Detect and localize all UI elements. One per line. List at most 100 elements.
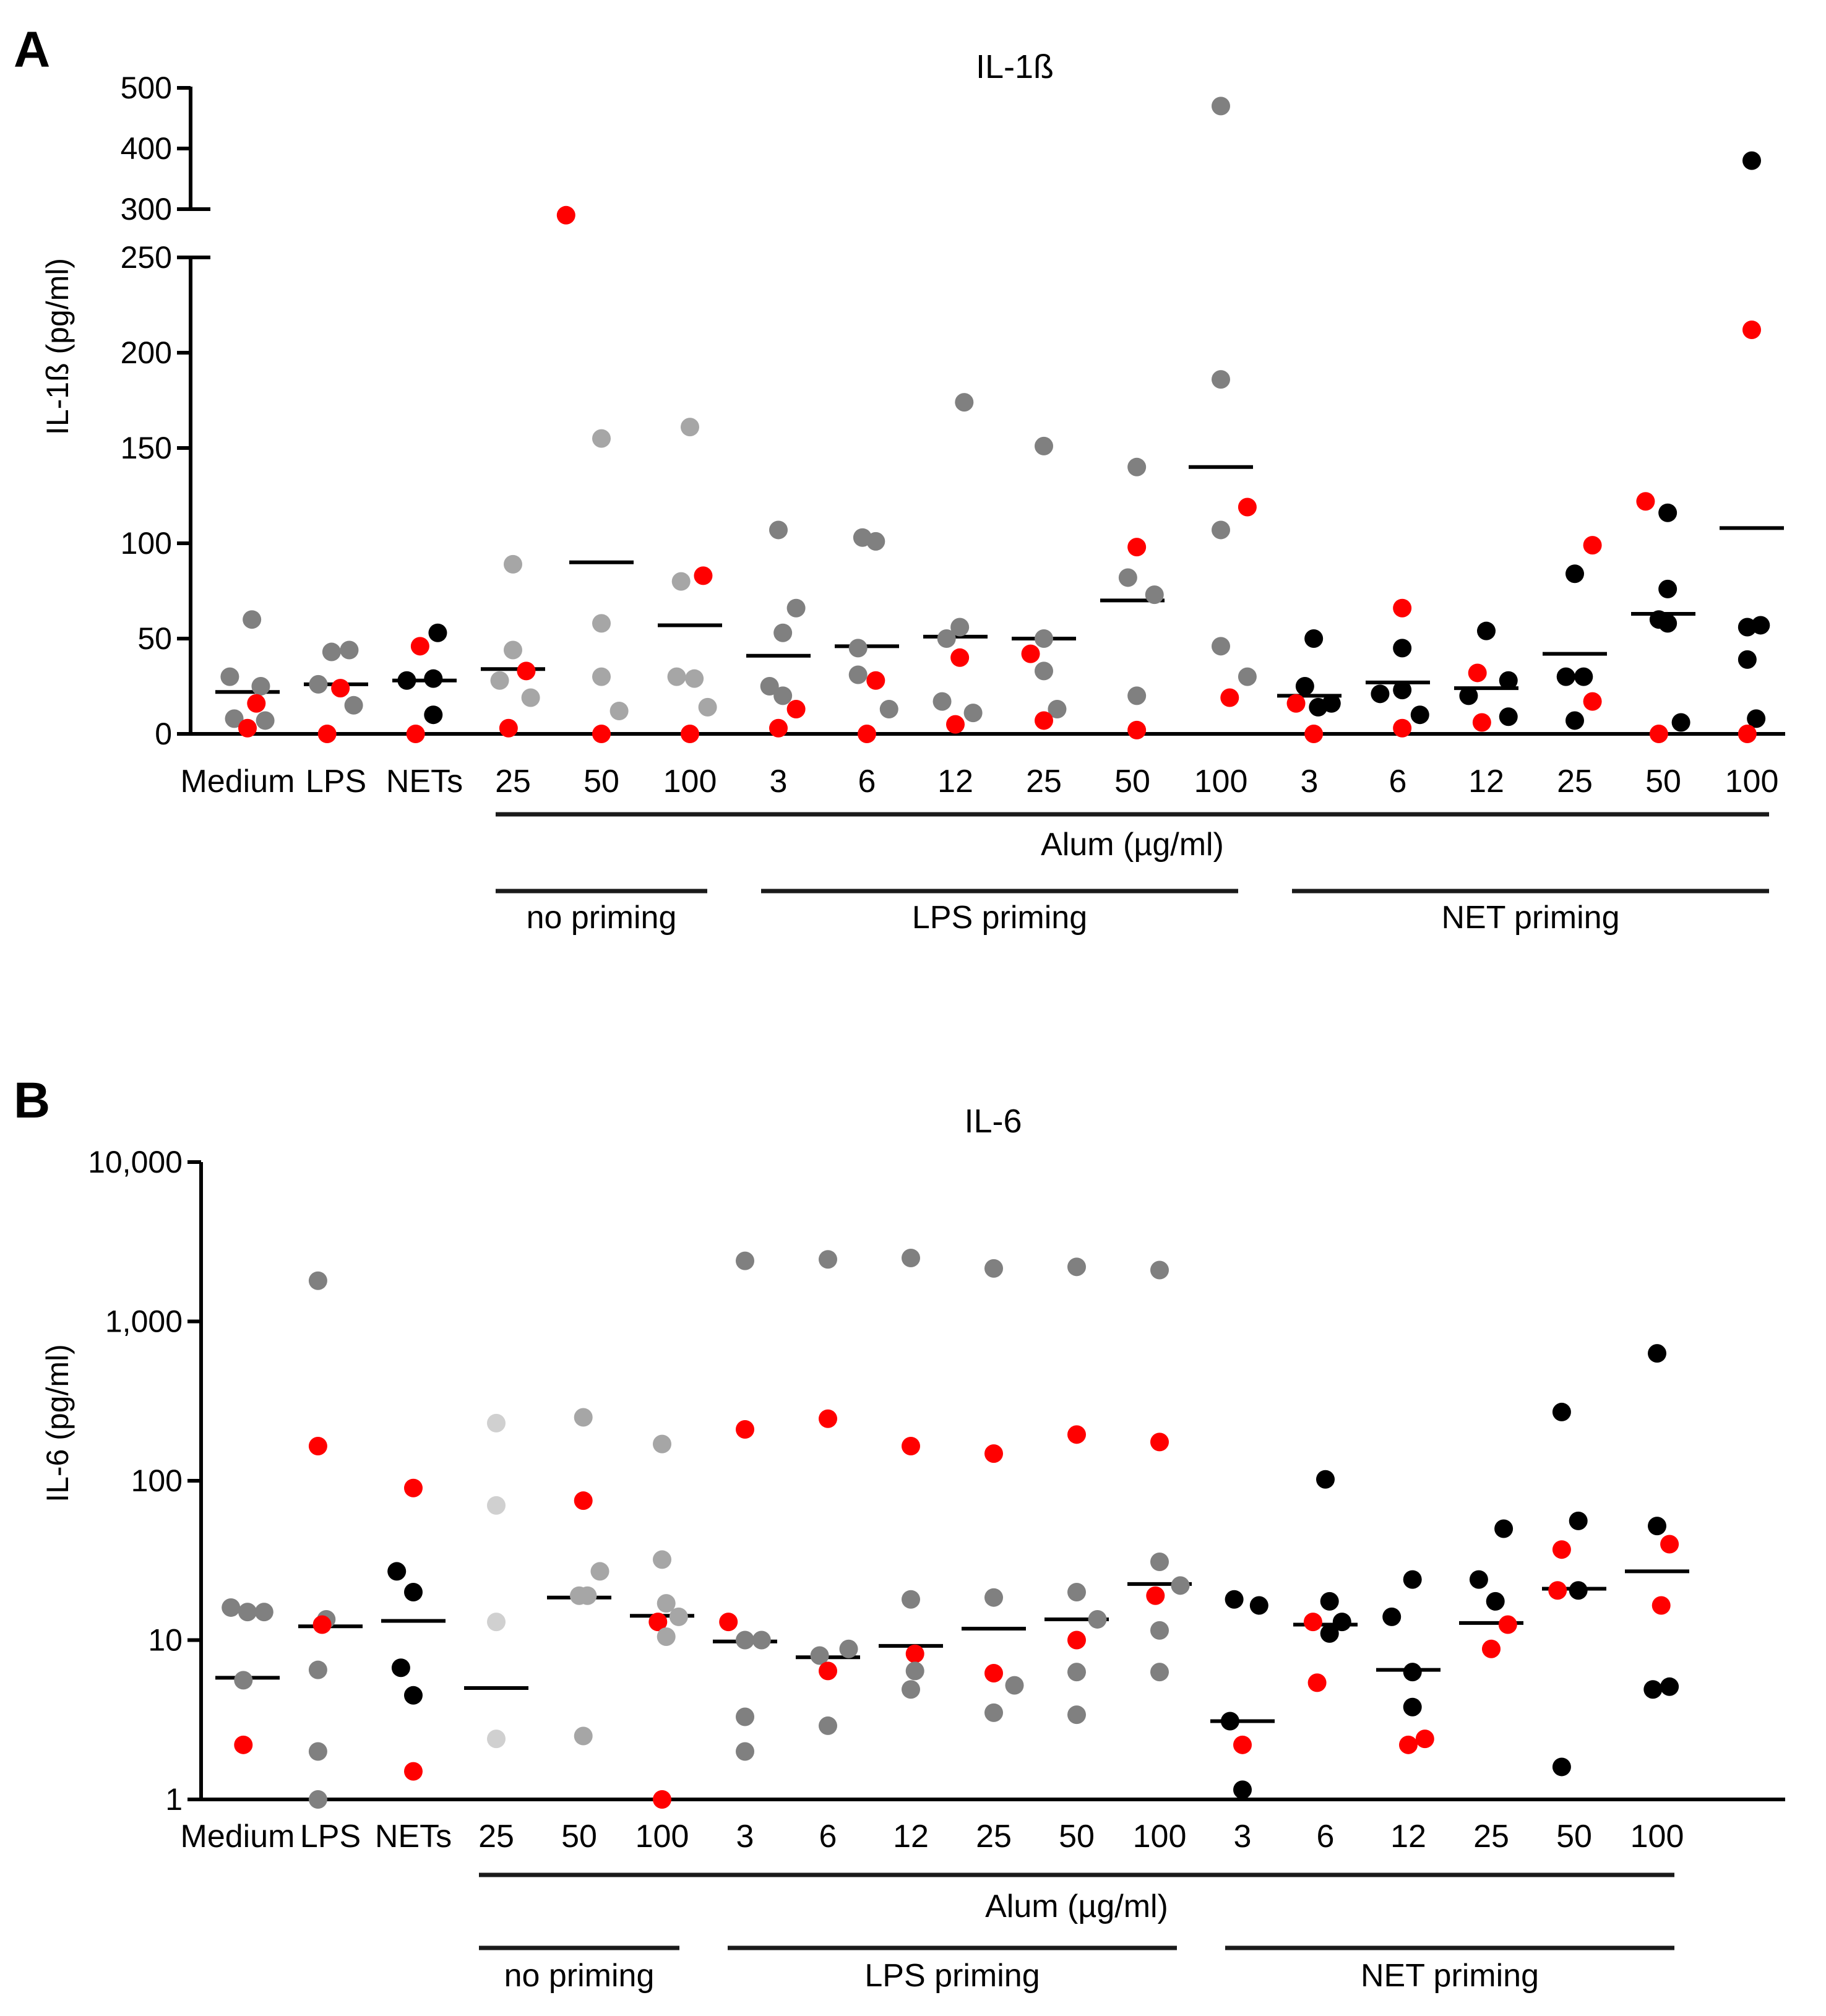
data-point	[243, 610, 262, 629]
data-point	[848, 639, 868, 658]
data-point	[984, 1444, 1003, 1463]
panel-b-median-lines	[215, 1569, 1689, 1723]
x-category-label: 100	[1133, 1819, 1187, 1854]
data-point	[556, 205, 575, 225]
data-point	[769, 520, 788, 540]
data-point	[1477, 621, 1496, 640]
data-point	[1150, 1552, 1169, 1571]
data-point	[521, 688, 540, 707]
data-point	[1393, 681, 1412, 700]
x-category-label: 50	[1556, 1819, 1592, 1854]
panel-b-y-axis-label: IL-6 (pg/ml)	[40, 1344, 75, 1502]
data-point	[592, 667, 611, 686]
x-category-label: 12	[893, 1819, 929, 1854]
data-point	[1738, 725, 1757, 743]
data-point	[487, 1496, 506, 1515]
data-point	[984, 1703, 1003, 1722]
data-point	[932, 692, 952, 711]
data-point	[1035, 436, 1053, 455]
data-point	[1249, 1596, 1268, 1615]
data-point	[1150, 1432, 1169, 1452]
data-point	[344, 696, 363, 715]
x-category-label: 100	[1194, 764, 1248, 799]
panel-a-y-axis-label: IL-1ß (pg/ml)	[40, 258, 75, 435]
y-tick-label: 1	[165, 1782, 183, 1817]
data-point	[955, 393, 974, 412]
data-point	[786, 598, 806, 618]
data-point	[1738, 650, 1757, 669]
y-tick-label: 1,000	[105, 1304, 183, 1339]
data-point	[1238, 498, 1257, 517]
data-point	[222, 1598, 241, 1617]
data-point	[1482, 1639, 1501, 1658]
data-point	[736, 1707, 754, 1726]
data-point	[1403, 1697, 1422, 1717]
data-point	[653, 1790, 671, 1809]
data-point	[1499, 671, 1518, 690]
data-point	[1307, 1673, 1327, 1692]
data-point	[254, 1603, 273, 1622]
data-point	[866, 671, 885, 690]
panel-a: A IL-1ß IL-1ß (pg/ml) 0 50 100 150 200 250 300…	[14, 22, 1785, 936]
group-label: LPS priming	[912, 900, 1087, 936]
data-point	[667, 667, 686, 686]
data-point	[504, 554, 522, 574]
x-category-label: NETs	[386, 764, 463, 799]
data-point	[312, 1615, 332, 1634]
data-point	[1212, 97, 1230, 116]
x-category-label: 3	[736, 1819, 754, 1854]
x-category-label: 100	[663, 764, 717, 799]
data-point	[1569, 1511, 1588, 1530]
data-point	[1145, 585, 1164, 605]
x-category-label: 25	[1026, 764, 1062, 799]
data-point	[1459, 686, 1478, 705]
data-point	[1067, 1257, 1086, 1277]
data-point	[225, 709, 244, 728]
data-point	[404, 1582, 423, 1601]
data-point	[1304, 725, 1324, 743]
data-point	[406, 725, 425, 743]
data-point	[1393, 718, 1412, 738]
data-point	[1005, 1676, 1024, 1695]
data-point	[648, 1613, 668, 1632]
data-point	[694, 566, 713, 585]
data-point	[866, 532, 885, 551]
data-point	[424, 705, 443, 725]
data-point	[769, 718, 788, 738]
data-point	[1472, 713, 1491, 732]
data-point	[1548, 1581, 1567, 1600]
data-point	[424, 669, 443, 688]
data-point	[858, 725, 876, 743]
data-point	[1212, 520, 1230, 540]
panel-a-title: IL-1ß	[976, 48, 1054, 85]
data-point	[1320, 1624, 1339, 1643]
x-category-label: LPS	[306, 764, 366, 799]
data-point	[592, 429, 611, 448]
panel-a-data-points	[220, 97, 1770, 743]
x-category-label: 100	[635, 1819, 689, 1854]
data-point	[1671, 713, 1690, 732]
y-tick-label: 100	[131, 1463, 183, 1498]
panel-b: B IL-6 IL-6 (pg/ml) 1 10 100 1,000 10,000 Me…	[14, 1072, 1785, 1994]
data-point	[1220, 1712, 1239, 1731]
data-point	[1652, 1596, 1671, 1615]
data-point	[1067, 1425, 1086, 1444]
data-point	[1150, 1260, 1169, 1280]
x-category-label: 25	[1557, 764, 1593, 799]
data-point	[609, 702, 629, 721]
data-point	[819, 1661, 837, 1681]
x-category-label: 25	[495, 764, 531, 799]
data-point	[238, 718, 257, 738]
data-point	[1660, 1535, 1679, 1554]
data-point	[963, 704, 983, 723]
data-point	[1393, 598, 1412, 618]
x-category-label: 50	[1645, 764, 1681, 799]
y-tick-label: 10	[148, 1623, 183, 1658]
data-point	[317, 725, 337, 743]
x-category-label: LPS	[300, 1819, 361, 1854]
panel-b-alum-label: Alum (µg/ml)	[985, 1889, 1168, 1924]
data-point	[905, 1644, 924, 1663]
data-point	[578, 1586, 597, 1605]
data-point	[653, 1434, 671, 1454]
